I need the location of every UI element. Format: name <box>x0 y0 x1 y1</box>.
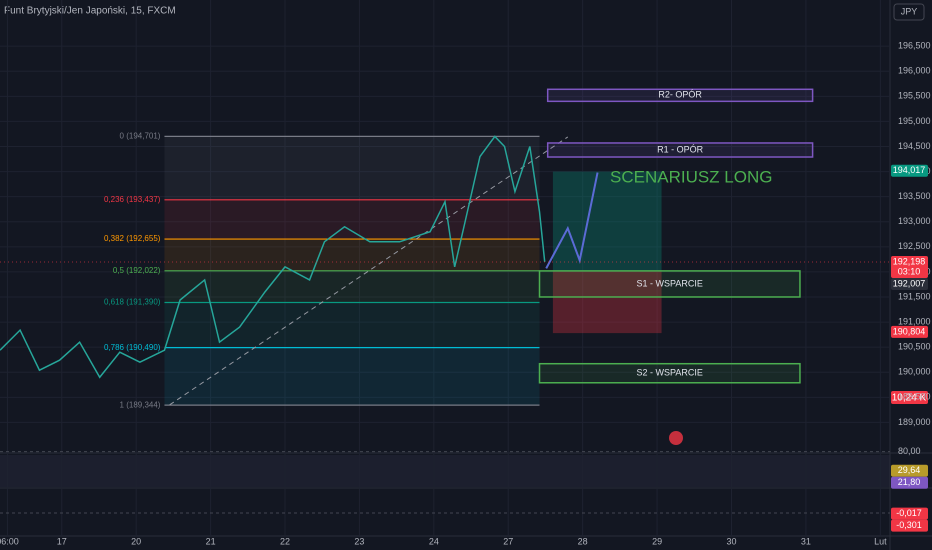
price-tag-bg <box>891 255 928 278</box>
y-tick-label: 190,000 <box>898 367 931 377</box>
y-tick-label: 190,500 <box>898 342 931 352</box>
fib-label: 0,382 (192,655) <box>104 234 161 243</box>
x-tick-label: 17 <box>57 536 67 546</box>
x-tick-label: 06:00 <box>0 536 19 546</box>
price-tag: 194,017 <box>893 165 926 175</box>
price-tag-bg <box>891 519 928 532</box>
fib-label: 0,618 (191,390) <box>104 298 161 307</box>
zone <box>538 362 801 384</box>
price-tag: 21,80 <box>898 477 921 487</box>
y-tick-label: 196,000 <box>898 66 931 76</box>
y-tick-label: 189,500 <box>898 392 931 402</box>
price-tag: 192,007 <box>893 278 926 288</box>
projection-arrow <box>545 172 599 269</box>
fib-label: 0,5 (192,022) <box>113 266 161 275</box>
y-tick-label: 192,500 <box>898 241 931 251</box>
price-tag: -0,301 <box>896 520 922 530</box>
zone-label: S2 - WSPARCIE <box>637 368 703 378</box>
fib-band <box>164 136 540 200</box>
x-tick-label: Lut <box>874 536 887 546</box>
x-tick-label: 22 <box>280 536 290 546</box>
currency[interactable]: JPY <box>901 6 918 16</box>
target-zone <box>552 171 662 271</box>
price-line <box>0 135 546 379</box>
stop-zone <box>552 270 662 334</box>
x-tick-label: 27 <box>503 536 513 546</box>
y-tick-label: 191,000 <box>898 316 931 326</box>
volume-tag-bg <box>891 391 928 404</box>
price-tag-bg <box>891 277 928 290</box>
fib-label: 0 (194,701) <box>120 132 161 141</box>
chart-title: Funt Brytyjski/Jen Japoński, 15, FXCM <box>4 6 176 17</box>
price-tag-time: 03:10 <box>898 266 921 276</box>
currency-box[interactable] <box>893 3 925 21</box>
price-tag-bg <box>891 325 928 338</box>
y-tick-label: 191,500 <box>898 291 931 301</box>
zone <box>538 270 801 298</box>
zone-label: S1 - WSPARCIE <box>637 278 703 288</box>
zone-label: R2- OPÓR <box>658 90 702 100</box>
y-tick-label: 193,000 <box>898 216 931 226</box>
fib-band <box>164 347 540 406</box>
rsi-level-label: 80,00 <box>898 446 921 456</box>
price-tag-bg <box>891 164 928 177</box>
y-tick-label: 193,500 <box>898 191 931 201</box>
x-tick-label: 29 <box>652 536 662 546</box>
zone <box>546 88 814 103</box>
trendline <box>169 136 569 406</box>
y-tick-label: 195,500 <box>898 91 931 101</box>
fib-band <box>164 302 540 348</box>
zone-label: R1 - OPÓR <box>657 144 704 154</box>
price-tag: 190,804 <box>893 326 926 336</box>
fib-band <box>164 239 540 271</box>
x-tick-label: 31 <box>801 536 811 546</box>
x-tick-label: 20 <box>131 536 141 546</box>
replay-icon[interactable] <box>669 431 683 445</box>
scenario-label: SCENARIUSZ LONG <box>610 167 772 186</box>
y-tick-label: 189,000 <box>898 417 931 427</box>
fib-label: 0,236 (193,437) <box>104 195 161 204</box>
price-tag: -0,017 <box>896 508 922 518</box>
price-tag-bg <box>891 476 928 489</box>
fib-label: 1 (189,344) <box>120 400 161 409</box>
x-tick-label: 23 <box>354 536 364 546</box>
x-tick-label: 28 <box>578 536 588 546</box>
y-tick-label: 194,500 <box>898 141 931 151</box>
fib-band <box>164 199 540 240</box>
price-tag: 29,64 <box>898 465 921 475</box>
price-tag: 192,198 <box>893 256 926 266</box>
price-tag-bg <box>891 464 928 477</box>
fib-label: 0,786 (190,490) <box>104 343 161 352</box>
y-tick-label: 196,500 <box>898 41 931 51</box>
zone <box>546 142 814 158</box>
x-tick-label: 24 <box>429 536 439 546</box>
rsi-pane <box>0 455 890 487</box>
y-tick-label: 195,000 <box>898 116 931 126</box>
x-tick-label: 21 <box>206 536 216 546</box>
x-tick-label: 30 <box>726 536 736 546</box>
volume-tag: 10,24 K <box>892 393 927 404</box>
price-tag-bg <box>891 507 928 520</box>
fib-band <box>164 270 540 303</box>
